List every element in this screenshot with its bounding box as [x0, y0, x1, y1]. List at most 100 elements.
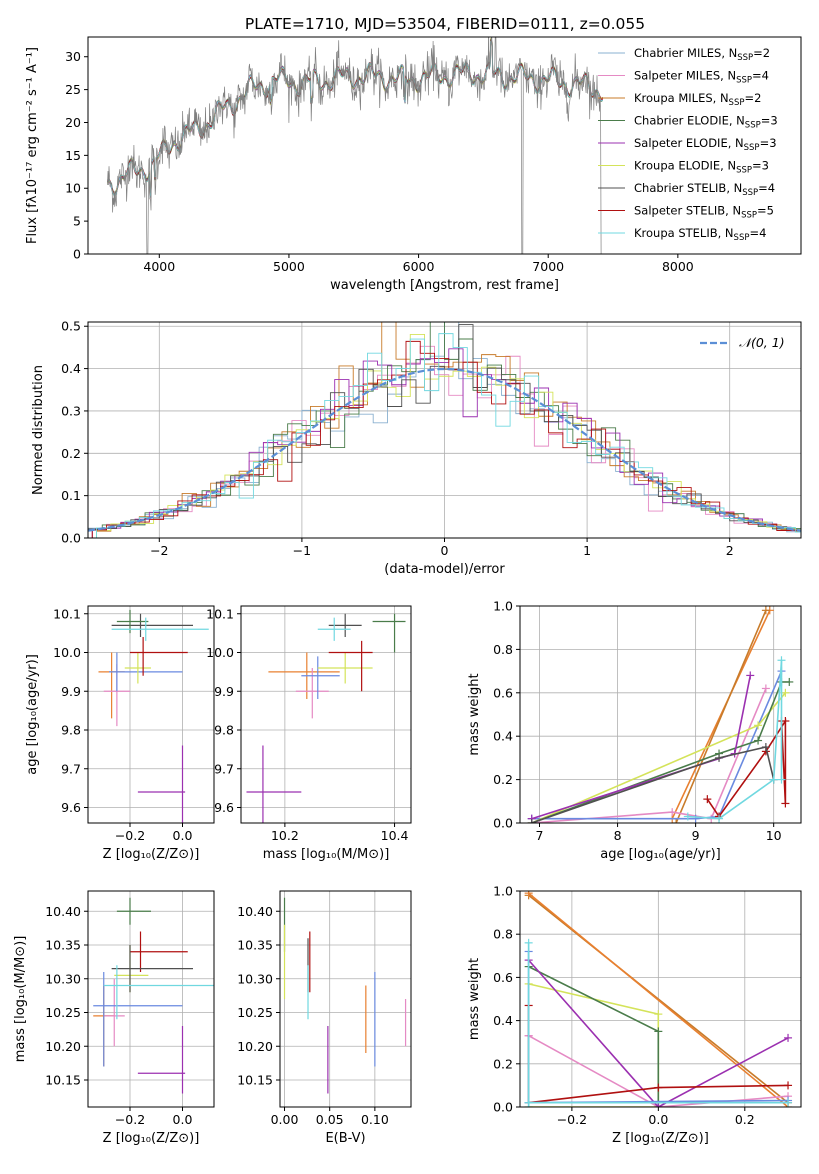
y-tick-label: 0.1: [61, 488, 81, 503]
mass-weight-marker: [784, 1081, 793, 1090]
mass-weight-marker: [754, 736, 763, 745]
plot-area: [88, 322, 801, 538]
x-tick-label: 0.0: [173, 1112, 193, 1127]
y-tick-label: 10.25: [237, 1005, 273, 1020]
axes-frame: [519, 890, 802, 1108]
y-tick-label: 10.0: [53, 645, 81, 660]
legend-suffix: =3: [761, 114, 778, 128]
spectrum-axes: 4000 5000 6000 7000 8000 0 5 10 15 20 25 30 waveleng…: [25, 36, 802, 293]
mass-weight-marker: [524, 1098, 533, 1107]
plot-area: [246, 613, 406, 823]
y-tick-label: 9.8: [214, 723, 234, 738]
legend-subscript: SSP: [741, 211, 757, 221]
x-tick-label: 10.2: [271, 828, 299, 843]
x-axis-label: Z [log₁₀(Z/Z⊙)]: [612, 1131, 709, 1146]
mass-weight-marker: [761, 684, 770, 693]
mass-weight-line: [531, 692, 787, 823]
residuals-legend: 𝒩(0, 1): [700, 335, 785, 350]
model-spectrum-line: [107, 37, 604, 197]
y-axis-label: mass weight: [467, 958, 482, 1040]
x-tick-label: 7000: [532, 259, 564, 274]
errorbar-point: [103, 978, 125, 1047]
y-tick-label: 1.0: [493, 884, 513, 899]
mass-weight-marker: [746, 671, 755, 680]
plot-area: [524, 891, 793, 1107]
y-tick-label: 0.0: [493, 1100, 513, 1115]
x-axis-label: E(B-V): [325, 1131, 365, 1146]
x-tick-label: 0.2: [735, 1112, 755, 1127]
age-vs-mass-axes: 10.2 10.4 9.6 9.7 9.8 9.9 10.0 10.1 mass [log₁₀(…: [206, 605, 412, 862]
x-axis-label: Z [log₁₀(Z/Z⊙)]: [103, 1131, 200, 1146]
y-tick-label: 0.6: [493, 685, 513, 700]
residual-histogram: [91, 345, 801, 538]
x-axis-label: (data-model)/error: [384, 562, 505, 577]
y-tick-label: 10.30: [45, 971, 81, 986]
model-spectrum-line: [107, 40, 604, 198]
legend-subscript: SSP: [736, 76, 752, 86]
y-tick-label: 0.8: [493, 642, 513, 657]
mass-weight-marker: [781, 688, 790, 697]
residual-histogram: [96, 333, 801, 538]
y-tick-label: 10.35: [237, 938, 273, 953]
mass-weight-marker: [691, 814, 700, 823]
model-spectrum-line: [107, 40, 604, 199]
plot-area: [283, 897, 407, 1094]
x-tick-label: −1: [293, 543, 311, 558]
errorbar-point: [328, 640, 373, 692]
mass-weight-marker: [781, 799, 790, 808]
legend-entry: 𝒩(0, 1): [739, 335, 785, 350]
x-tick-label: 0.0: [648, 1112, 668, 1127]
errorbar-point: [103, 965, 214, 1020]
y-tick-label: 9.7: [61, 761, 81, 776]
x-tick-label: 7: [536, 828, 544, 843]
legend-suffix: =3: [752, 159, 769, 173]
plot-area: [107, 37, 604, 254]
plot-area: [93, 897, 214, 1094]
x-tick-label: 0.0: [173, 828, 193, 843]
mass-weight-marker: [761, 743, 770, 752]
mass-weight-marker: [524, 938, 533, 947]
model-spectrum-line: [107, 39, 604, 198]
mass-weight-marker: [668, 808, 677, 817]
mass-weight-marker: [654, 1027, 663, 1036]
grid-lines: [88, 606, 214, 823]
y-tick-label: 0.0: [61, 531, 81, 546]
y-tick-label: 0.4: [61, 361, 81, 376]
y-tick-label: 9.9: [61, 684, 81, 699]
y-tick-label: 10.1: [53, 606, 81, 621]
errorbar-point: [295, 668, 329, 719]
y-tick-label: 10.20: [237, 1039, 273, 1054]
legend-entry: Chabrier MILES, NSSP=2: [634, 46, 770, 63]
x-tick-label: 5000: [273, 259, 305, 274]
errorbar-point: [372, 613, 406, 653]
legend-entry: Chabrier STELIB, NSSP=4: [634, 181, 775, 198]
x-tick-label: 8: [614, 828, 622, 843]
x-axis-label: age [log₁₀(age/yr)]: [600, 847, 721, 862]
mass-weight-marker: [754, 721, 763, 730]
y-axis-label: Flux [fλ10⁻¹⁷ erg cm⁻² s⁻¹ A⁻¹]: [25, 47, 40, 244]
plot-area: [98, 609, 209, 823]
errorbar-point: [137, 745, 186, 823]
legend-entry: Salpeter STELIB, NSSP=5: [634, 204, 774, 221]
model-spectrum-line: [107, 40, 604, 199]
y-tick-label: 10.40: [45, 904, 81, 919]
axes-frame: [279, 890, 412, 1108]
mass-weight-marker: [654, 1083, 663, 1092]
age-vs-metallicity-axes: −0.2 0.0 9.6 9.7 9.8 9.9 10.0 10.1 Z [log₁₀(Z/Z⊙…: [25, 605, 215, 862]
x-tick-label: 10: [766, 828, 782, 843]
mass-weight-marker: [654, 1010, 663, 1019]
x-tick-label: −0.2: [115, 828, 145, 843]
y-tick-label: 0.4: [493, 729, 513, 744]
plot-area: [527, 606, 794, 823]
mass-weight-marker: [715, 814, 724, 823]
grid-lines: [88, 891, 214, 1107]
axes-frame: [87, 605, 215, 824]
y-tick-label: 1.0: [493, 599, 513, 614]
y-tick-label: 10.0: [206, 645, 234, 660]
mass-weight-marker: [703, 795, 712, 804]
y-tick-label: 0.2: [61, 446, 81, 461]
legend-entry: Kroupa STELIB, NSSP=4: [634, 226, 766, 243]
errorbar-point: [111, 945, 193, 993]
y-tick-label: 9.6: [214, 800, 234, 815]
mass-weight-line: [528, 959, 789, 1107]
